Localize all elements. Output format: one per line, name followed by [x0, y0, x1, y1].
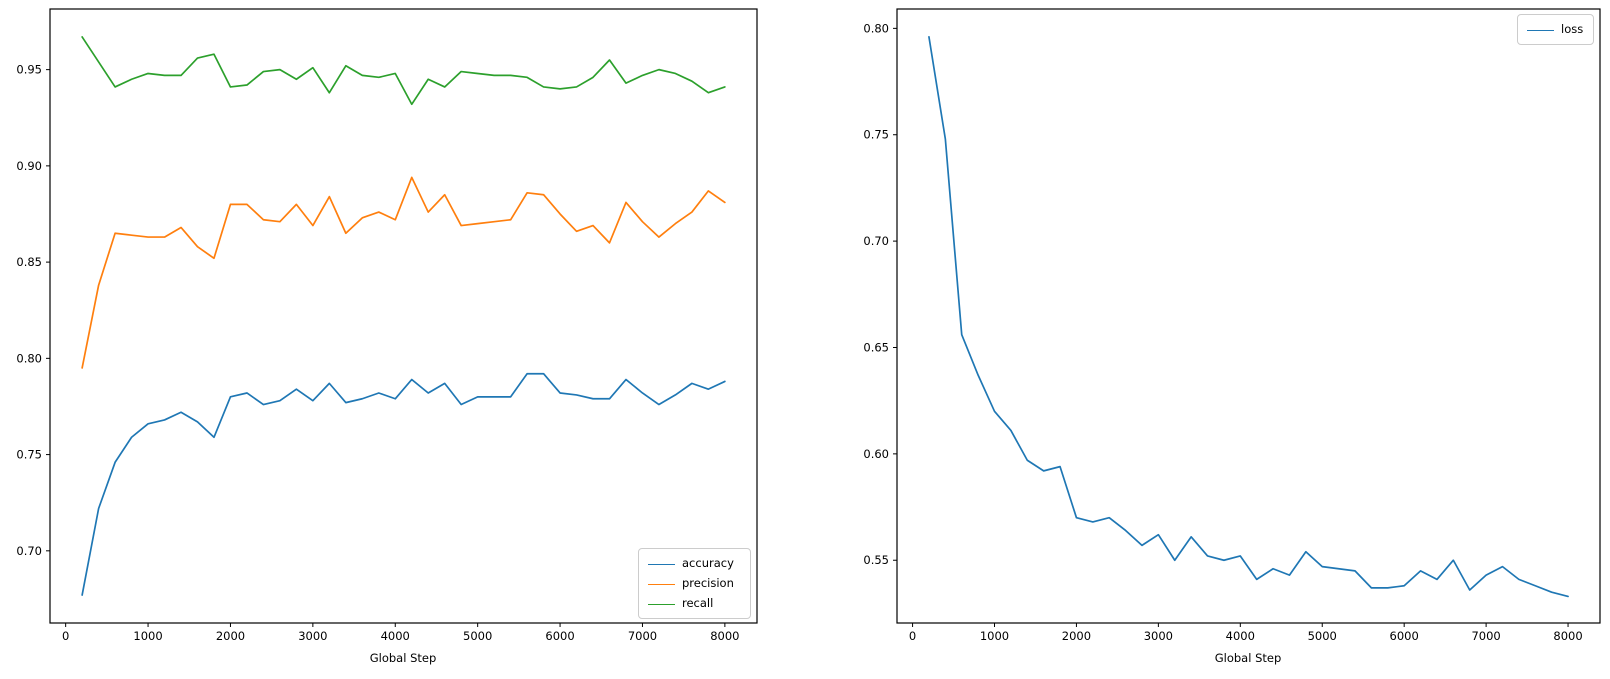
legend-entry-loss: loss [1527, 20, 1585, 40]
accuracy-line-sample-icon [648, 563, 675, 565]
legend-entry-accuracy: accuracy [648, 554, 742, 574]
y-tick-label: 0.70 [16, 544, 42, 558]
y-tick-label: 0.80 [863, 21, 889, 35]
y-tick-label: 0.95 [16, 63, 42, 77]
left-plot-xlabel: Global Step [369, 651, 437, 665]
x-tick-label: 8000 [710, 629, 739, 643]
left-plot-legend: accuracy precision recall [638, 548, 751, 619]
right-plot-xlabel: Global Step [1214, 651, 1282, 665]
axes-spines [49, 8, 758, 624]
y-tick-label: 0.55 [863, 553, 889, 567]
chart-loss: 0 1000 2000 3000 4000 5000 6000 7000 8000 0.55 0.6… [863, 8, 1601, 643]
x-tick-label: 1000 [133, 629, 162, 643]
x-tick-label: 7000 [628, 629, 657, 643]
legend-label-loss: loss [1561, 22, 1584, 37]
recall-line-sample-icon [648, 603, 675, 605]
x-tick-label: 6000 [1390, 629, 1419, 643]
recall-line [81, 36, 726, 106]
y-tick-label: 0.85 [16, 255, 42, 269]
y-tick-label: 0.80 [16, 351, 42, 365]
legend-entry-precision: precision [648, 574, 742, 594]
x-tick-label: 5000 [1308, 629, 1337, 643]
accuracy-line [81, 372, 726, 596]
x-tick-label: 1000 [980, 629, 1009, 643]
precision-line-sample-icon [648, 583, 675, 585]
x-tick-label: 6000 [545, 629, 574, 643]
y-tick-label: 0.75 [863, 128, 889, 142]
x-tick-label: 8000 [1553, 629, 1582, 643]
x-tick-label: 2000 [1062, 629, 1091, 643]
legend-label-precision: precision [682, 576, 734, 591]
y-tick-label: 0.90 [16, 159, 42, 173]
y-tick-label: 0.60 [863, 447, 889, 461]
x-tick-label: 5000 [463, 629, 492, 643]
precision-line [81, 176, 726, 369]
legend-entry-recall: recall [648, 594, 742, 614]
x-tick-label: 0 [909, 629, 916, 643]
y-tick-label: 0.65 [863, 340, 889, 354]
x-tick-label: 0 [62, 629, 69, 643]
chart-metrics: 0 1000 2000 3000 4000 5000 6000 7000 8000 0.70 0.7… [16, 8, 758, 643]
loss-line-sample-icon [1527, 29, 1554, 31]
x-tick-label: 3000 [298, 629, 327, 643]
loss-line [928, 36, 1569, 598]
x-tick-label: 4000 [381, 629, 410, 643]
y-tick-label: 0.75 [16, 448, 42, 462]
x-tick-label: 4000 [1226, 629, 1255, 643]
x-tick-label: 7000 [1471, 629, 1500, 643]
axes-spines [896, 8, 1601, 624]
y-tick-label: 0.70 [863, 234, 889, 248]
legend-label-recall: recall [682, 596, 714, 611]
legend-label-accuracy: accuracy [682, 556, 734, 571]
right-plot-legend: loss [1517, 14, 1594, 45]
x-tick-label: 3000 [1144, 629, 1173, 643]
x-tick-label: 2000 [216, 629, 245, 643]
